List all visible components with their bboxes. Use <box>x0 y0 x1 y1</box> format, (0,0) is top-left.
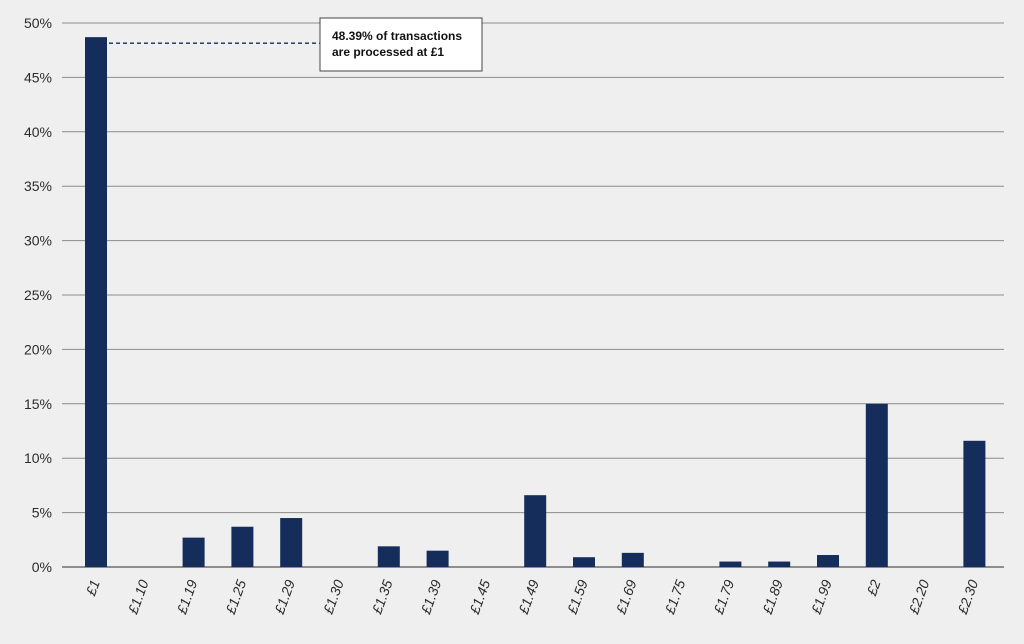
x-tick-label: £1.39 <box>417 577 444 617</box>
annotation-text-line-2: are processed at £1 <box>332 45 444 59</box>
bar <box>719 561 742 567</box>
x-tick-label: £1.10 <box>124 577 151 617</box>
x-tick-label: £1.69 <box>612 577 639 617</box>
y-tick-label: 30% <box>24 233 52 249</box>
bar <box>280 518 303 567</box>
y-axis-ticks: 0% 5% 10% 15% 20% 25% 30% 35% 40% 45% 50% <box>24 15 52 575</box>
x-tick-label: £1.75 <box>661 577 688 617</box>
x-tick-label: £1.89 <box>759 577 786 617</box>
x-tick-label: £1.59 <box>563 577 590 617</box>
gridlines <box>62 22 1004 568</box>
x-tick-label: £1 <box>82 578 103 599</box>
bar <box>182 537 205 567</box>
x-tick-label: £1.99 <box>807 577 834 617</box>
x-tick-label: £1.25 <box>222 577 249 617</box>
bar <box>426 550 449 567</box>
y-tick-label: 35% <box>24 178 52 194</box>
y-tick-label: 50% <box>24 15 52 31</box>
y-tick-label: 20% <box>24 341 52 357</box>
x-tick-label: £1.49 <box>515 577 542 617</box>
annotation-box <box>319 17 483 72</box>
y-tick-label: 40% <box>24 124 52 140</box>
bar <box>621 552 644 567</box>
x-tick-label: £2 <box>863 577 884 598</box>
x-tick-label: £1.79 <box>710 577 737 617</box>
x-tick-label: £2.30 <box>954 577 981 617</box>
bar <box>768 561 791 567</box>
bar <box>865 403 888 567</box>
x-tick-label: £2.20 <box>905 577 932 617</box>
y-tick-label: 10% <box>24 450 52 466</box>
bar <box>963 440 986 567</box>
y-tick-label: 5% <box>32 505 52 521</box>
x-axis-ticks: £1 £1.10 £1.19 £1.25 £1.29 £1.30 £1.35 £1.39 £1.… <box>82 577 981 617</box>
x-tick-label: £1.29 <box>271 577 298 617</box>
y-tick-label: 25% <box>24 287 52 303</box>
y-tick-label: 15% <box>24 396 52 412</box>
annotation: 48.39% of transactions are processed at … <box>109 17 483 72</box>
bar <box>573 557 595 567</box>
bar <box>85 37 107 568</box>
x-tick-label: £1.30 <box>319 577 346 617</box>
x-tick-label: £1.35 <box>368 577 395 617</box>
bar <box>231 526 254 567</box>
bar <box>524 495 547 567</box>
bars <box>85 37 986 568</box>
y-tick-label: 0% <box>32 559 52 575</box>
x-tick-label: £1.45 <box>466 577 493 617</box>
annotation-text-line-1: 48.39% of transactions <box>332 29 462 43</box>
bar <box>377 546 400 567</box>
y-tick-label: 45% <box>24 69 52 85</box>
bar <box>817 555 839 567</box>
x-tick-label: £1.19 <box>173 577 200 617</box>
